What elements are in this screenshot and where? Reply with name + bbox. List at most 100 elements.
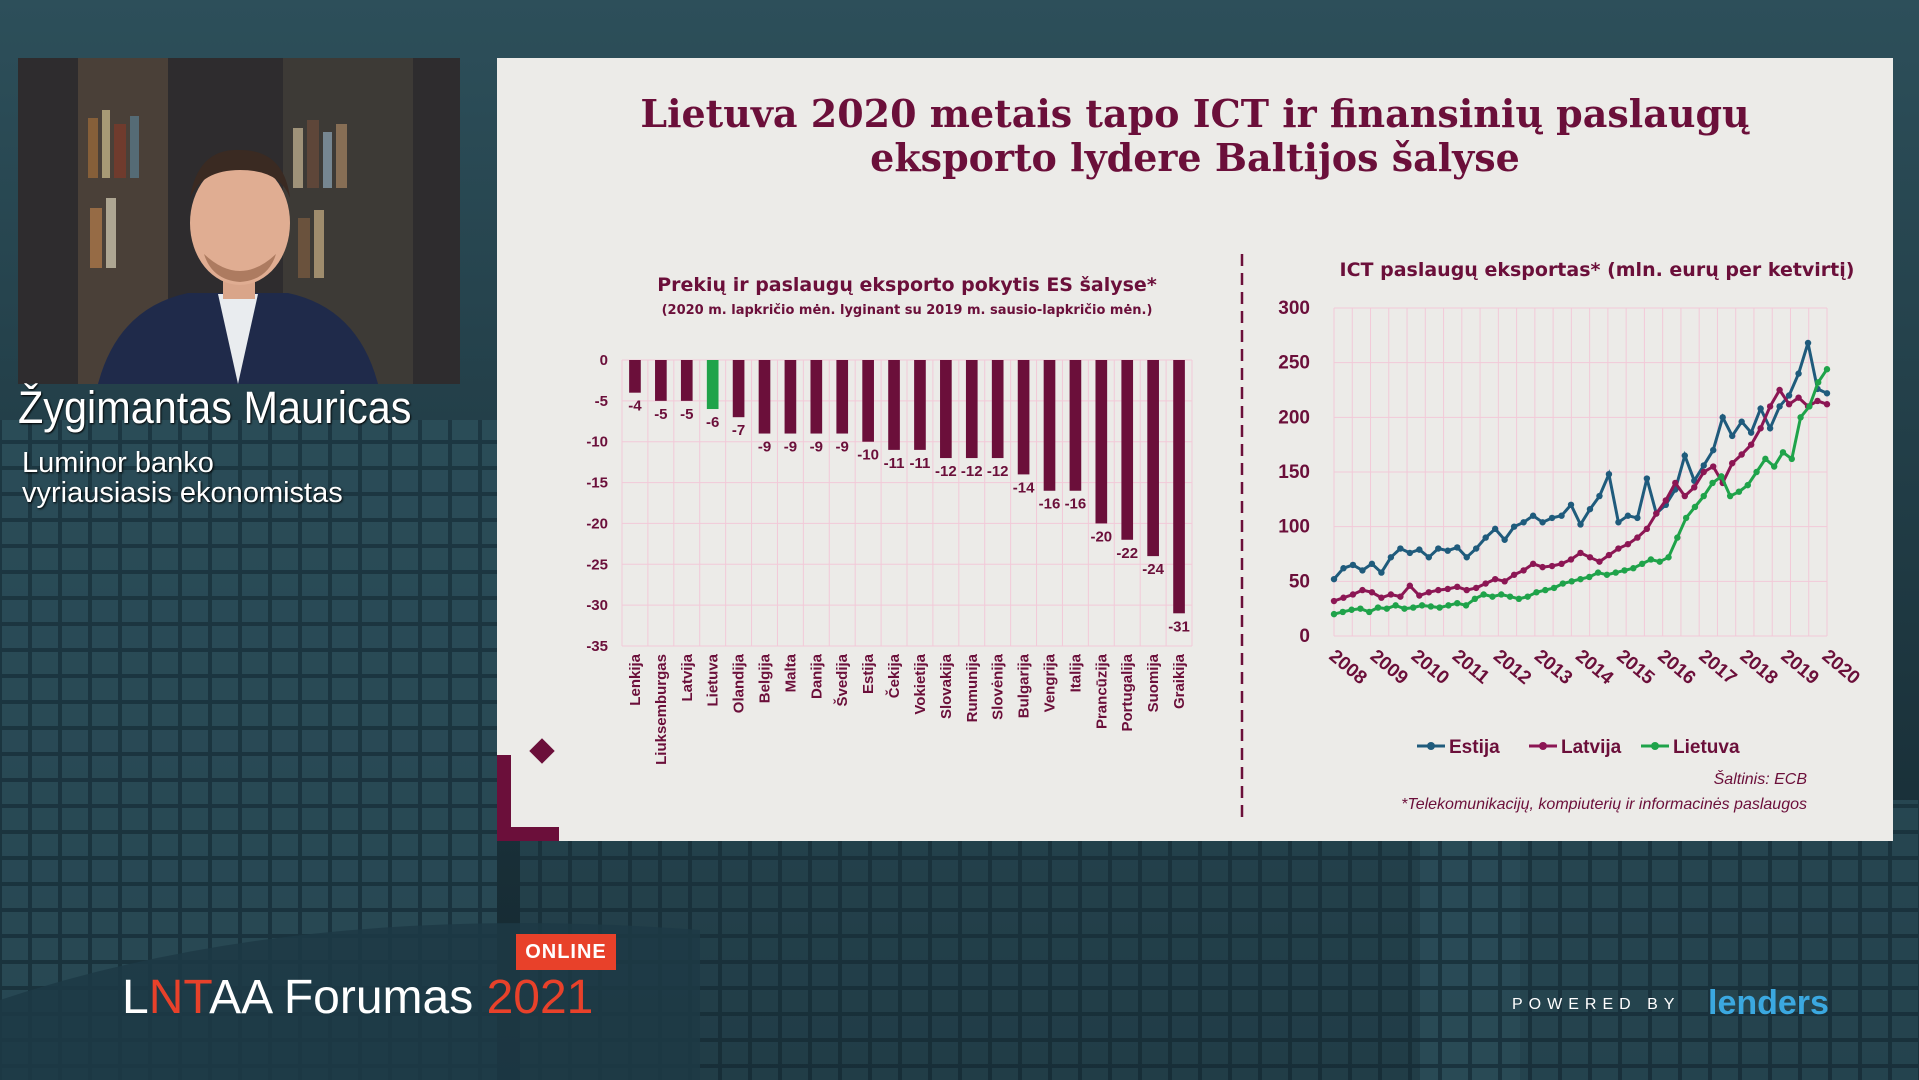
bar-14 bbox=[991, 360, 1004, 459]
bar-category-label: Švedija bbox=[833, 653, 851, 706]
series-point bbox=[1586, 505, 1594, 513]
series-point bbox=[1757, 405, 1764, 412]
bar-y-tick-label: -15 bbox=[586, 475, 608, 492]
series-point bbox=[1510, 571, 1518, 578]
series-point bbox=[1691, 484, 1698, 491]
bar-category-label: Vengrija bbox=[1042, 653, 1059, 712]
bar-chart-subtitle: (2020 m. lapkričio mėn. lyginant su 2019… bbox=[662, 303, 1153, 318]
series-point bbox=[1425, 554, 1433, 561]
line-y-tick-label: 250 bbox=[1278, 353, 1310, 374]
slide-title-line-2: eksporto lydere Baltijos šalyse bbox=[870, 135, 1520, 180]
bar-chart-title: Prekių ir paslaugų eksporto pokytis ES š… bbox=[657, 274, 1157, 296]
series-point bbox=[1529, 560, 1537, 568]
bar-category-label: Slovakija bbox=[938, 653, 955, 719]
series-point bbox=[1710, 446, 1717, 454]
series-point bbox=[1425, 589, 1433, 596]
series-point bbox=[1744, 481, 1751, 489]
series-point bbox=[1340, 565, 1347, 572]
series-point bbox=[1612, 569, 1619, 576]
series-point bbox=[1567, 501, 1575, 508]
series-point bbox=[1357, 605, 1364, 612]
series-point bbox=[1605, 470, 1613, 478]
series-line-estija bbox=[1332, 342, 1828, 581]
series-point bbox=[1634, 514, 1641, 522]
speaker-video-frame bbox=[18, 58, 460, 384]
series-point bbox=[1359, 567, 1366, 574]
series-point bbox=[1416, 546, 1423, 553]
series-point bbox=[1515, 595, 1523, 603]
bar-17 bbox=[1069, 360, 1082, 491]
series-point bbox=[1776, 403, 1783, 410]
series-point bbox=[1823, 401, 1831, 408]
slide-title-line-1: Lietuva 2020 metais tapo ICT ir finansin… bbox=[640, 91, 1750, 136]
series-point bbox=[1348, 606, 1355, 613]
bar-data-label: -20 bbox=[1090, 528, 1112, 545]
series-point bbox=[1520, 519, 1527, 526]
bar-category-label: Lietuva bbox=[705, 653, 722, 706]
bar-category-label: Malta bbox=[782, 653, 799, 692]
bar-5 bbox=[758, 360, 771, 434]
bar-category-label: Prancūzija bbox=[1093, 653, 1110, 729]
presentation-slide: Lietuva 2020 metais tapo ICT ir finansin… bbox=[497, 58, 1893, 841]
line-y-tick-label: 200 bbox=[1278, 407, 1310, 428]
bar-6 bbox=[784, 360, 797, 434]
series-point bbox=[1480, 591, 1487, 598]
series-point bbox=[1662, 497, 1670, 504]
series-point bbox=[1510, 523, 1518, 530]
series-point bbox=[1814, 397, 1821, 405]
series-point bbox=[1747, 441, 1755, 448]
series-point bbox=[1340, 594, 1347, 601]
bar-y-tick-label: -25 bbox=[586, 556, 608, 573]
series-point bbox=[1533, 589, 1540, 596]
line-x-tick-label: 2014 bbox=[1571, 646, 1617, 690]
series-point bbox=[1757, 425, 1764, 432]
series-point bbox=[1454, 583, 1461, 590]
bar-category-label: Italija bbox=[1067, 653, 1084, 692]
bar-data-label: -12 bbox=[987, 463, 1009, 480]
series-point bbox=[1766, 403, 1774, 410]
bar-category-label: Vokietija bbox=[912, 653, 929, 714]
bar-chart: Prekių ir paslaugų eksporto pokytis ES š… bbox=[586, 274, 1193, 765]
speaker-role-line-2: vyriausiasis ekonomistas bbox=[22, 477, 343, 509]
line-y-tick-label: 300 bbox=[1278, 298, 1310, 319]
bar-data-label: -31 bbox=[1168, 618, 1190, 635]
series-point bbox=[1653, 510, 1660, 517]
bar-category-label: Slovėnija bbox=[990, 653, 1007, 720]
series-point bbox=[1374, 604, 1382, 611]
bar-data-label: -6 bbox=[706, 414, 719, 431]
series-point bbox=[1387, 554, 1395, 561]
bar-20 bbox=[1147, 360, 1159, 557]
bar-19 bbox=[1121, 360, 1134, 540]
series-point bbox=[1454, 544, 1461, 551]
series-point bbox=[1392, 602, 1399, 609]
line-y-tick-label: 50 bbox=[1289, 571, 1310, 592]
legend-label: Estija bbox=[1449, 737, 1500, 758]
series-point bbox=[1728, 460, 1736, 467]
series-line-latvija bbox=[1333, 387, 1828, 603]
bar-category-label: Olandija bbox=[731, 653, 748, 713]
bar-category-label: Liuksemburgas bbox=[653, 654, 670, 765]
series-point bbox=[1366, 608, 1373, 616]
slide-title: Lietuva 2020 metais tapo ICT ir finansin… bbox=[497, 92, 1893, 180]
bar-y-tick-label: -35 bbox=[586, 638, 608, 655]
bar-category-label: Latvija bbox=[679, 653, 696, 701]
series-point bbox=[1806, 403, 1813, 410]
bar-category-label: Čekija bbox=[885, 653, 903, 698]
powered-by-label: POWERED BY bbox=[1512, 996, 1681, 1013]
series-point bbox=[1491, 575, 1499, 583]
line-x-tick-label: 2009 bbox=[1366, 646, 1412, 689]
series-point bbox=[1638, 560, 1646, 568]
line-y-tick-label: 0 bbox=[1299, 626, 1310, 647]
bar-data-label: -12 bbox=[935, 463, 957, 480]
series-point bbox=[1462, 602, 1470, 609]
series-point bbox=[1747, 429, 1755, 436]
series-point bbox=[1630, 565, 1637, 572]
series-point bbox=[1401, 605, 1408, 612]
series-point bbox=[1586, 573, 1593, 581]
line-chart: ICT paslaugų eksportas* (mln. eurų per k… bbox=[1278, 259, 1863, 813]
series-point bbox=[1596, 492, 1603, 500]
series-point bbox=[1674, 534, 1681, 541]
series-point bbox=[1700, 462, 1707, 469]
chart-footnote: *Telekomunikacijų, kompiuterių ir inform… bbox=[1401, 796, 1807, 813]
series-point bbox=[1359, 586, 1366, 594]
